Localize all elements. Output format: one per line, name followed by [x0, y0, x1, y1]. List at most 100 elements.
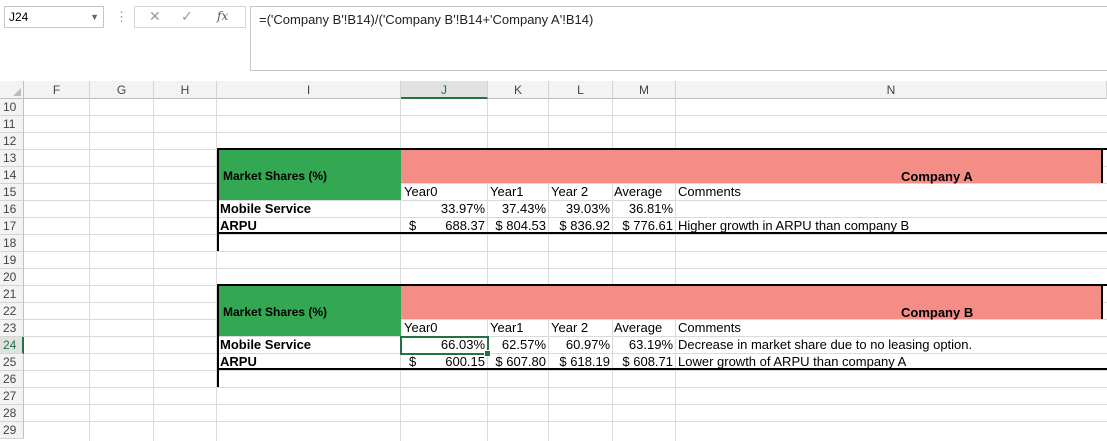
company-name-label: Company A	[901, 169, 973, 184]
header-comments[interactable]: Comments	[678, 320, 741, 335]
header-year0[interactable]: Year0	[404, 320, 438, 335]
column-header-l[interactable]: L	[549, 81, 613, 99]
gridline	[24, 353, 1107, 354]
column-header-g[interactable]: G	[90, 81, 154, 99]
row-header-11[interactable]: 11	[0, 116, 24, 133]
gridline	[153, 99, 154, 441]
gridline	[24, 183, 1107, 184]
insert-function-icon[interactable]: fx	[217, 9, 229, 23]
formula-bar-area: J24 ▼ ⋮ ✕ ✓ fx =('Company B'!B14)/('Comp…	[0, 0, 1107, 81]
currency-symbol: $	[409, 218, 417, 233]
row-header-28[interactable]: 28	[0, 405, 24, 422]
name-box-value: J24	[9, 10, 29, 24]
column-header-m[interactable]: M	[613, 81, 676, 99]
select-all-corner[interactable]	[0, 81, 24, 99]
enter-icon[interactable]: ✓	[181, 8, 193, 24]
row-header-13[interactable]: 13	[0, 150, 24, 167]
row-header-18[interactable]: 18	[0, 235, 24, 252]
value-year1[interactable]: $ 607.80	[495, 354, 546, 369]
column-header-n[interactable]: N	[676, 81, 1107, 99]
value-year2[interactable]: $ 836.92	[559, 218, 610, 233]
row-label-mobile-service[interactable]: Mobile Service	[220, 337, 312, 352]
value-average[interactable]: 36.81%	[628, 201, 673, 216]
border	[217, 148, 219, 251]
row-header-19[interactable]: 19	[0, 252, 24, 269]
header-year0[interactable]: Year0	[404, 184, 438, 199]
gridline	[24, 268, 1107, 269]
row-header-10[interactable]: 10	[0, 99, 24, 116]
header-average[interactable]: Average	[614, 320, 663, 335]
row-header-14[interactable]: 14	[0, 167, 24, 184]
header-comments[interactable]: Comments	[678, 184, 741, 199]
row-header-23[interactable]: 23	[0, 320, 24, 337]
header-year1[interactable]: Year1	[490, 184, 524, 199]
value-year2[interactable]: 39.03%	[565, 201, 610, 216]
column-header-h[interactable]: H	[154, 81, 217, 99]
value-year1[interactable]: 37.43%	[501, 201, 546, 216]
market-shares-header-cell: Market Shares (%)	[219, 150, 401, 200]
comment-cell[interactable]: Higher growth in ARPU than company B	[678, 218, 910, 233]
row-header-25[interactable]: 25	[0, 354, 24, 371]
row-label-arpu[interactable]: ARPU	[220, 354, 257, 369]
row-header-12[interactable]: 12	[0, 133, 24, 150]
comment-cell[interactable]: Lower growth of ARPU than company A	[678, 354, 907, 369]
gridline	[675, 99, 676, 441]
value-year2[interactable]: $ 618.19	[559, 354, 610, 369]
row-header-22[interactable]: 22	[0, 303, 24, 320]
row-label-mobile-service[interactable]: Mobile Service	[220, 201, 312, 216]
row-header-15[interactable]: 15	[0, 184, 24, 201]
gridline	[24, 336, 1107, 337]
gridline	[24, 217, 1107, 218]
row-header-21[interactable]: 21	[0, 286, 24, 303]
gridline	[24, 421, 1107, 422]
gridline	[24, 132, 1107, 133]
gridline	[24, 370, 1107, 371]
border	[217, 284, 219, 387]
gridline	[24, 404, 1107, 405]
value-year1[interactable]: 62.57%	[501, 337, 546, 352]
value-year0[interactable]: 600.15	[445, 354, 485, 369]
company-b-table: Market Shares (%) Company B Year0 Year1 …	[217, 284, 1107, 387]
row-label-arpu[interactable]: ARPU	[220, 218, 257, 233]
column-header-f[interactable]: F	[24, 81, 90, 99]
fill-handle[interactable]	[484, 350, 491, 357]
name-box[interactable]: J24 ▼	[4, 6, 104, 28]
row-header-24[interactable]: 24	[0, 337, 24, 354]
header-year2[interactable]: Year 2	[551, 184, 589, 199]
header-average[interactable]: Average	[614, 184, 663, 199]
column-header-j[interactable]: J	[401, 81, 488, 99]
border	[1101, 284, 1103, 319]
gridline	[24, 319, 1107, 320]
header-year1[interactable]: Year1	[490, 320, 524, 335]
row-header-29[interactable]: 29	[0, 422, 24, 439]
formula-input[interactable]: =('Company B'!B14)/('Company B'!B14+'Com…	[250, 6, 1107, 71]
value-year0[interactable]: 66.03%	[440, 337, 485, 352]
value-year0[interactable]: 688.37	[445, 218, 485, 233]
row-header-16[interactable]: 16	[0, 201, 24, 218]
row-header-17[interactable]: 17	[0, 218, 24, 235]
value-average[interactable]: 63.19%	[628, 337, 673, 352]
gridline	[24, 251, 1107, 252]
row-header-27[interactable]: 27	[0, 388, 24, 405]
chevron-down-icon[interactable]: ▼	[90, 12, 99, 22]
cancel-icon[interactable]: ✕	[149, 8, 161, 24]
worksheet-grid[interactable]: F G H I J K L M N 10 11 12 13 14 15 16 1…	[0, 81, 1107, 441]
value-average[interactable]: $ 608.71	[622, 354, 673, 369]
comment-cell[interactable]: Decrease in market share due to no leasi…	[678, 337, 973, 352]
value-year1[interactable]: $ 804.53	[495, 218, 546, 233]
gridline	[612, 99, 613, 441]
border	[217, 232, 1107, 234]
row-header-26[interactable]: 26	[0, 371, 24, 388]
value-average[interactable]: $ 776.61	[622, 218, 673, 233]
value-year0[interactable]: 33.97%	[440, 201, 485, 216]
company-a-table: Market Shares (%) Company A Year0 Year1 …	[217, 148, 1107, 251]
column-header-i[interactable]: I	[217, 81, 401, 99]
header-year2[interactable]: Year 2	[551, 320, 589, 335]
company-header-cell: Company B	[401, 286, 1103, 320]
formula-buttons: ✕ ✓ fx	[134, 6, 246, 28]
value-year2[interactable]: 60.97%	[565, 337, 610, 352]
row-header-20[interactable]: 20	[0, 269, 24, 286]
more-options-icon[interactable]: ⋮	[115, 9, 128, 24]
active-cell-selection[interactable]	[400, 336, 491, 357]
column-header-k[interactable]: K	[488, 81, 549, 99]
